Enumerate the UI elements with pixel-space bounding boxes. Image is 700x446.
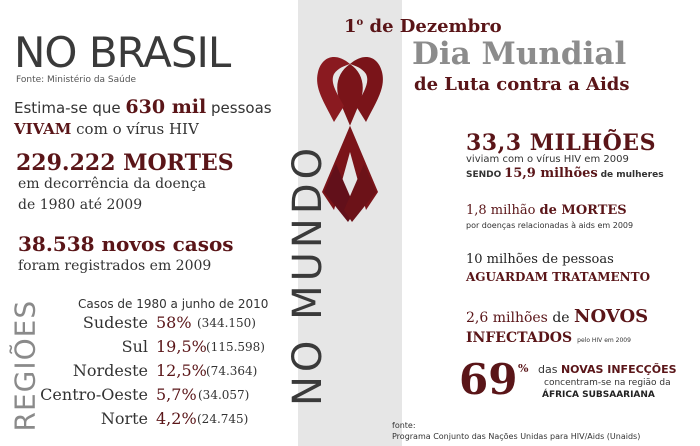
stat4-word: NOVOS: [574, 306, 649, 327]
stat1-headline: 33,3 MILHÕES: [466, 130, 656, 156]
stat4-headline: 2,6 milhões de NOVOS: [466, 306, 648, 327]
deaths-line3: de 1980 até 2009: [18, 197, 143, 213]
date-number: 1: [344, 16, 357, 37]
no-mundo-vertical-label: NO MUNDO: [285, 143, 331, 406]
region-row-sudeste: Sudeste 58% (344.150): [40, 313, 300, 337]
date-superscript: o: [356, 17, 364, 28]
stat1-line3: SENDO 15,9 milhões de mulheres: [466, 166, 664, 181]
pct-sign: %: [518, 362, 529, 375]
stat1-line3-post: de mulheres: [600, 170, 664, 180]
pct-line1: das NOVAS INFECÇÕES: [538, 363, 677, 376]
pct-line1-pre: das: [538, 363, 558, 376]
header-subtitle: de Luta contra a Aids: [414, 74, 630, 95]
pct-big-number: 69: [459, 355, 518, 404]
region-name: Sudeste: [82, 313, 148, 332]
region-row-centro-oeste: Centro-Oeste 5,7% (34.057): [40, 385, 300, 409]
cases-headline: 38.538 novos casos: [18, 232, 234, 256]
region-count: (344.150): [197, 316, 256, 330]
deaths-line2: em decorrência da doença: [18, 176, 206, 192]
region-pct: 4,2%: [156, 409, 197, 428]
pct-line3: ÁFRICA SUBSAARIANA: [542, 390, 655, 400]
region-count: (74.364): [206, 364, 258, 378]
region-count: (34.057): [198, 388, 250, 402]
stat1-line3-pre: SENDO: [466, 170, 502, 180]
region-name: Sul: [121, 337, 148, 356]
region-pct: 12,5%: [156, 361, 207, 380]
stat4-line2: INFECTADOS pelo HIV em 2009: [466, 327, 631, 346]
date-rest: de Dezembro: [369, 16, 502, 37]
stat3-line1: 10 milhões de pessoas: [466, 252, 614, 267]
estimate-line: Estima-se que 630 mil pessoas: [14, 96, 272, 119]
region-pct: 58%: [156, 313, 192, 332]
regions-table: Sudeste 58% (344.150) Sul 19,5% (115.598…: [40, 313, 300, 433]
fonte-label: fonte:: [392, 421, 416, 430]
stat1-line3-num: 15,9 milhões: [504, 166, 598, 181]
vivam-post: com o vírus HIV: [76, 120, 199, 138]
date-heading: 1o de Dezembro: [344, 16, 502, 37]
stat2-word: de MORTES: [539, 203, 627, 218]
stat1-line2: viviam com o vírus HIV em 2009: [466, 154, 629, 165]
stat3-line2: AGUARDAM TRATAMENTO: [466, 270, 651, 284]
region-pct: 5,7%: [156, 385, 197, 404]
header-title-dia-mundial: Dia Mundial: [412, 36, 627, 72]
region-name: Nordeste: [72, 361, 148, 380]
stat4-de: de: [552, 310, 570, 326]
fonte-text: Programa Conjunto das Nações Unidas para…: [392, 432, 641, 441]
region-row-sul: Sul 19,5% (115.598): [40, 337, 300, 361]
regions-header: Casos de 1980 a junho de 2010: [78, 297, 269, 311]
estimate-post: pessoas: [211, 99, 272, 117]
stat2-line2: por doenças relacionadas à aids em 2009: [466, 221, 634, 230]
stat2-headline: 1,8 milhão de MORTES: [466, 203, 627, 218]
region-name: Norte: [100, 409, 148, 428]
regions-vertical-label: REGIÕES: [8, 299, 42, 432]
region-name: Centro-Oeste: [40, 385, 148, 404]
deaths-headline: 229.222 MORTES: [16, 150, 234, 176]
stat4-small: pelo HIV em 2009: [577, 337, 631, 344]
pct-line2: concentram-se na região da: [544, 378, 671, 388]
stat4-infectados: INFECTADOS: [466, 330, 573, 346]
stat4-number: 2,6 milhões: [466, 310, 548, 326]
pct-line1-bold: NOVAS INFECÇÕES: [560, 363, 677, 376]
region-pct: 19,5%: [156, 337, 207, 356]
page-title-no-brasil: NO BRASIL: [14, 28, 231, 77]
region-row-norte: Norte 4,2% (24.745): [40, 409, 300, 433]
source-note: Fonte: Ministério da Saúde: [16, 75, 137, 85]
red-ribbon-icon: [317, 57, 383, 222]
region-count: (115.598): [206, 340, 265, 354]
estimate-number: 630 mil: [125, 96, 207, 118]
region-count: (24.745): [197, 412, 249, 426]
vivam-word: VIVAM: [14, 120, 72, 138]
estimate-pre: Estima-se que: [14, 99, 121, 117]
region-row-nordeste: Nordeste 12,5% (74.364): [40, 361, 300, 385]
stat2-number: 1,8 milhão: [466, 203, 536, 218]
cases-line2: foram registrados em 2009: [18, 258, 212, 274]
vivam-line: VIVAM com o vírus HIV: [14, 119, 199, 139]
